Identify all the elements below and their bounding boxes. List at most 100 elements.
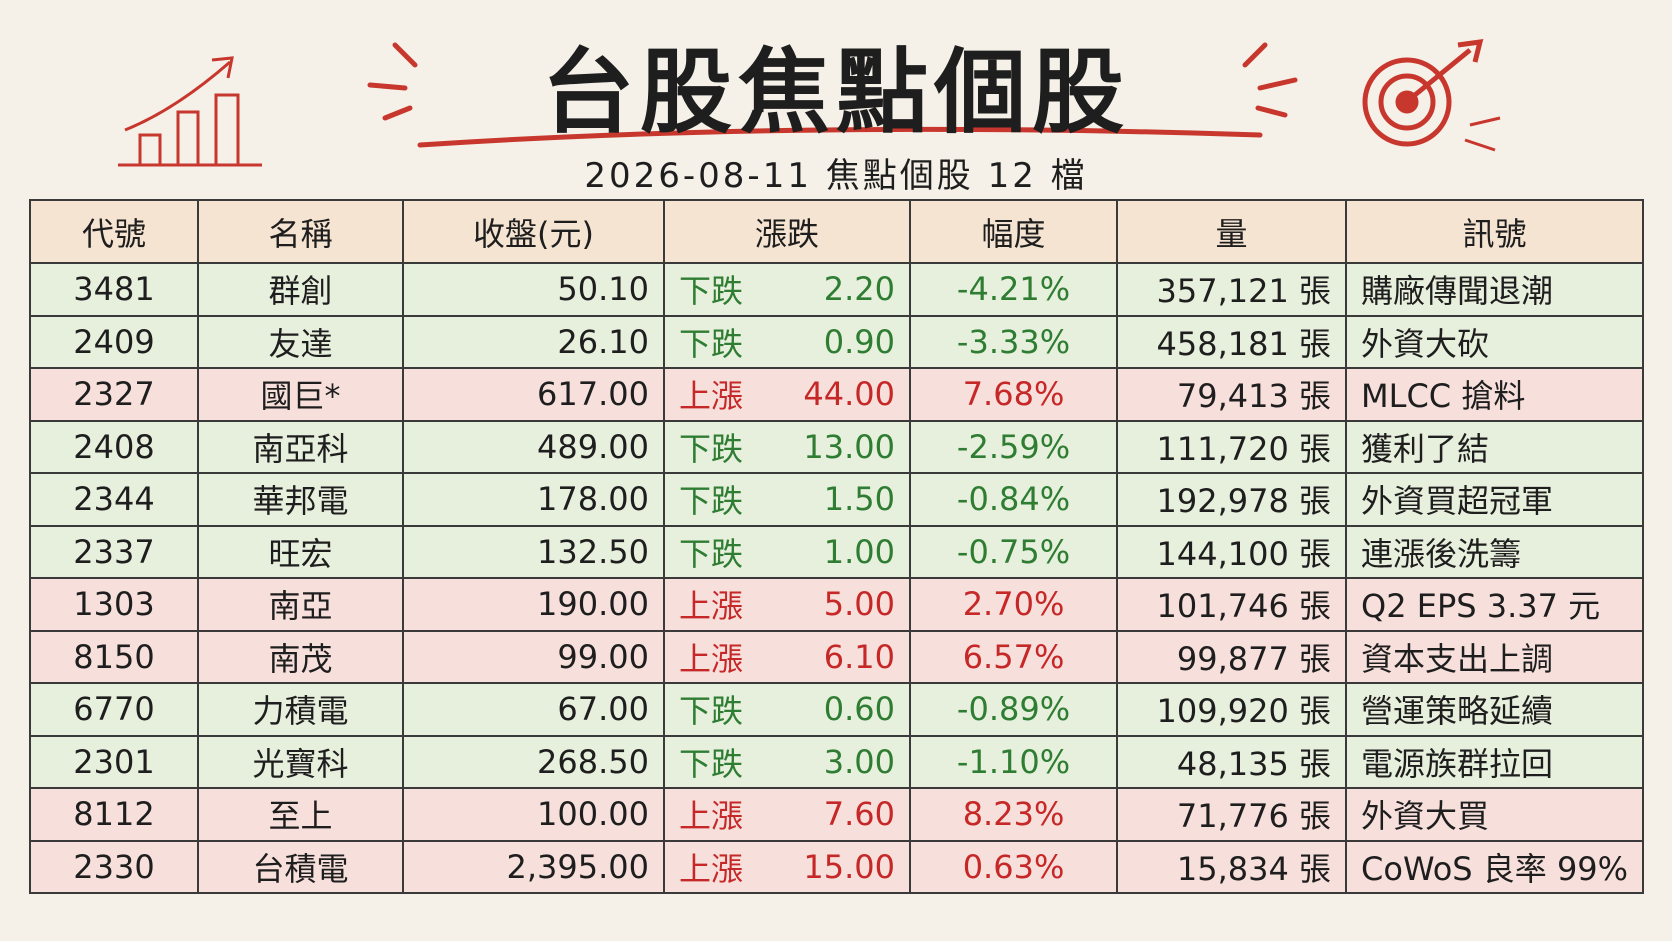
table-cell: 190.00 — [402, 577, 665, 632]
table-cell: 上漲 — [663, 787, 774, 842]
table-cell: 外資買超冠軍 — [1345, 472, 1645, 527]
table-cell: 至上 — [197, 787, 404, 842]
stock-table: 代號 名稱 收盤(元) 漲跌 幅度量訊號 3481 群創 50.10 下跌 2.20 -4.21%… — [29, 199, 1645, 894]
table-cell: 2409 — [29, 314, 199, 369]
table-cell: 617.00 — [402, 367, 665, 422]
table-row: 2330 台積電 2,395.00 上漲 15.00 0.63% 15,834 張 CoWoS… — [29, 839, 1645, 894]
table-cell: 44.00 — [774, 367, 912, 422]
table-cell: 營運策略延續 — [1345, 682, 1645, 737]
table-cell: 268.50 — [402, 734, 665, 789]
table-cell: 101,746 張 — [1116, 577, 1348, 632]
table-cell: 2408 — [29, 419, 199, 474]
table-cell: 111,720 張 — [1116, 419, 1348, 474]
column-header: 名稱 — [197, 199, 404, 264]
table-cell: 下跌 — [663, 262, 774, 317]
table-cell: 1.00 — [774, 524, 912, 579]
table-row: 2337 旺宏 132.50 下跌 1.00 -0.75% 144,100 張連漲後洗籌 — [29, 524, 1645, 579]
table-cell: 2330 — [29, 839, 199, 894]
table-cell: MLCC 搶料 — [1345, 367, 1645, 422]
sparks — [367, 42, 1298, 121]
table-cell: 26.10 — [402, 314, 665, 369]
table-cell: -1.10% — [909, 734, 1119, 789]
table-row: 2301 光寶科 268.50 下跌 3.00 -1.10% 48,135 張電源族群拉回 — [29, 734, 1645, 789]
table-cell: 光寶科 — [197, 734, 404, 789]
table-cell: Q2 EPS 3.37 元 — [1345, 577, 1645, 632]
table-cell: 6.57% — [909, 629, 1119, 684]
table-row: 1303 南亞 190.00 上漲 5.00 2.70% 101,746 張 Q2 EPS 3… — [29, 577, 1645, 632]
table-cell: 外資大買 — [1345, 787, 1645, 842]
table-cell: -0.84% — [909, 472, 1119, 527]
table-row: 8150 南茂 99.00 上漲 6.10 6.57% 99,877 張資本支出上調 — [29, 629, 1645, 684]
table-cell: 8112 — [29, 787, 199, 842]
table-cell: 15.00 — [774, 839, 912, 894]
table-cell: 3.00 — [774, 734, 912, 789]
table-cell: 48,135 張 — [1116, 734, 1348, 789]
table-row: 6770 力積電 67.00 下跌 0.60 -0.89% 109,920 張營運策略延續 — [29, 682, 1645, 737]
column-header: 漲跌 — [662, 199, 912, 264]
table-row: 2409 友達 26.10 下跌 0.90 -3.33% 458,181 張外資大砍 — [29, 314, 1645, 369]
column-header: 代號 — [29, 199, 199, 264]
table-cell: 上漲 — [663, 577, 774, 632]
table-cell: 8150 — [29, 629, 199, 684]
table-cell: 15,834 張 — [1116, 839, 1348, 894]
subtitle: 2026-08-11 焦點個股 12 檔 — [584, 156, 1088, 196]
table-cell: 178.00 — [402, 472, 665, 527]
table-cell: -3.33% — [909, 314, 1119, 369]
table-row: 8112 至上 100.00 上漲 7.60 8.23% 71,776 張外資大買 — [29, 787, 1645, 842]
table-cell: 132.50 — [402, 524, 665, 579]
table-cell: 力積電 — [197, 682, 404, 737]
table-cell: 79,413 張 — [1116, 367, 1348, 422]
table-cell: 1303 — [29, 577, 199, 632]
bar-chart-icon — [118, 56, 262, 167]
table-cell: 109,920 張 — [1116, 682, 1348, 737]
table-cell: 資本支出上調 — [1345, 629, 1645, 684]
table-cell: 192,978 張 — [1116, 472, 1348, 527]
table-cell: 旺宏 — [197, 524, 404, 579]
table-cell: 2.70% — [909, 577, 1119, 632]
table-cell: 友達 — [197, 314, 404, 369]
table-cell: 489.00 — [402, 419, 665, 474]
table-cell: 下跌 — [663, 472, 774, 527]
table-cell: 6.10 — [774, 629, 912, 684]
table-cell: 國巨* — [197, 367, 404, 422]
table-row: 2408 南亞科 489.00 下跌 13.00 -2.59% 111,720 張獲利了結 — [29, 419, 1645, 474]
table-cell: 下跌 — [663, 682, 774, 737]
table-cell: -2.59% — [909, 419, 1119, 474]
table-cell: 上漲 — [663, 839, 774, 894]
underline — [417, 126, 1263, 148]
table-cell: 2337 — [29, 524, 199, 579]
target-icon — [1362, 39, 1501, 152]
table-cell: 50.10 — [402, 262, 665, 317]
header-row: 代號 名稱 收盤(元) 漲跌 幅度量訊號 — [29, 199, 1645, 264]
table-cell: 3481 — [29, 262, 199, 317]
table-cell: 下跌 — [663, 419, 774, 474]
table-cell: 購廠傳聞退潮 — [1345, 262, 1645, 317]
table-row: 3481 群創 50.10 下跌 2.20 -4.21% 357,121 張購廠傳聞退潮 — [29, 262, 1645, 317]
column-header: 幅度 — [909, 199, 1119, 264]
table-cell: 100.00 — [402, 787, 665, 842]
table-cell: 華邦電 — [197, 472, 404, 527]
table-cell: 南亞 — [197, 577, 404, 632]
decorations — [118, 39, 1501, 167]
table-cell: 下跌 — [663, 734, 774, 789]
table-cell: 0.90 — [774, 314, 912, 369]
table-cell: 2301 — [29, 734, 199, 789]
table-row: 2327 國巨* 617.00 上漲 44.00 7.68% 79,413 張 MLCC 搶料 — [29, 367, 1645, 422]
table-cell: 0.63% — [909, 839, 1119, 894]
table-cell: -4.21% — [909, 262, 1119, 317]
title: 台股焦點個股 — [541, 39, 1130, 146]
table-cell: 南亞科 — [197, 419, 404, 474]
table-cell: 6770 — [29, 682, 199, 737]
table-cell: 7.68% — [909, 367, 1119, 422]
column-header: 訊號 — [1345, 199, 1645, 264]
table-cell: 下跌 — [663, 314, 774, 369]
table-cell: -0.89% — [909, 682, 1119, 737]
table-cell: 台積電 — [197, 839, 404, 894]
table-cell: 2,395.00 — [402, 839, 665, 894]
table-cell: 5.00 — [774, 577, 912, 632]
table-cell: 2327 — [29, 367, 199, 422]
table-cell: 電源族群拉回 — [1345, 734, 1645, 789]
table-cell: 外資大砍 — [1345, 314, 1645, 369]
table-cell: 連漲後洗籌 — [1345, 524, 1645, 579]
